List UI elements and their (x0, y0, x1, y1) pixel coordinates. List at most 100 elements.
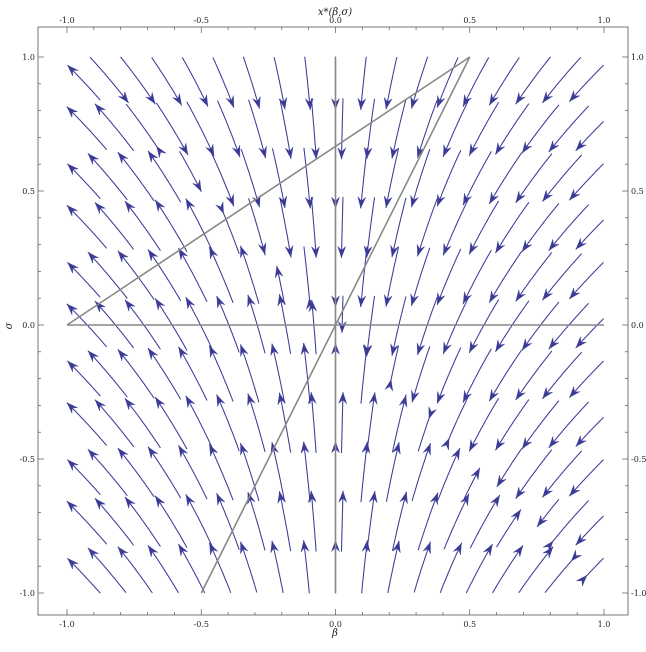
stream-arrow (483, 543, 493, 556)
stream-arrow (361, 441, 371, 454)
streamline (436, 248, 462, 306)
stream-arrow (66, 205, 78, 217)
streamline (240, 149, 260, 208)
streamline (67, 262, 101, 298)
stream-arrow (462, 390, 472, 403)
streamline (178, 543, 206, 594)
streamline (391, 197, 407, 258)
stream-arrow (240, 442, 249, 456)
stream-arrow (66, 303, 78, 315)
streamline (310, 196, 317, 258)
streamline (247, 294, 266, 354)
streamline (154, 199, 188, 252)
stream-arrow (392, 540, 401, 553)
y-tick-label-left: -1.0 (20, 589, 35, 598)
streamline (411, 442, 431, 502)
stream-arrow (548, 337, 560, 350)
stream-arrow (240, 541, 249, 554)
streamline (117, 546, 153, 594)
stream-arrow (117, 250, 129, 263)
streamline (124, 496, 161, 547)
stream-arrow (94, 399, 106, 411)
stream-arrow (542, 546, 554, 559)
streamline (303, 540, 310, 594)
stream-arrow (392, 442, 401, 455)
streamline (271, 343, 286, 404)
streamline (417, 198, 438, 257)
stream-arrow (462, 291, 472, 305)
stream-arrow (199, 94, 209, 107)
streamline (542, 56, 582, 104)
stream-arrow (521, 437, 532, 450)
streamline (181, 57, 209, 107)
stream-arrow (542, 288, 553, 301)
streamline (208, 443, 234, 501)
stream-arrow (278, 195, 287, 209)
stream-arrow (569, 90, 580, 102)
streamline (271, 148, 286, 209)
stream-arrow (209, 246, 218, 259)
streamline (271, 540, 284, 594)
stream-arrow (124, 398, 136, 410)
streamline (117, 349, 155, 399)
streamline (209, 150, 235, 207)
stream-arrow (515, 191, 526, 203)
streamline (569, 163, 604, 201)
streamline (212, 57, 235, 108)
stream-arrow (178, 543, 188, 556)
stream-arrow (209, 443, 218, 457)
axis-ticks: -1.0 -1.0 -0.5 -0.5 0.0 0.0 0.5 0.5 1.0 1.0 -1.0 -0… (20, 16, 646, 629)
x-tick-label-bottom: 1.0 (598, 620, 611, 629)
stream-arrow (496, 475, 507, 488)
stream-arrow (569, 484, 580, 497)
streamline (436, 347, 462, 404)
streamline (385, 246, 400, 307)
streamline (521, 301, 560, 351)
reference-line-upper-boundary (66, 56, 471, 326)
y-tick-label-right: -0.5 (631, 455, 646, 464)
stream-arrow (443, 144, 452, 157)
streamline (465, 543, 493, 594)
streamline (216, 493, 240, 550)
stream-arrow (87, 350, 99, 362)
streamline (518, 546, 554, 594)
streamline (310, 98, 317, 160)
y-tick-label-right: 0.0 (631, 321, 644, 330)
streamline (279, 197, 292, 258)
streamline (303, 147, 311, 209)
stream-arrow (209, 345, 218, 358)
streamline (67, 360, 101, 397)
streamline (462, 151, 492, 206)
streamline (340, 98, 344, 160)
stream-arrow (576, 574, 588, 587)
streamline (240, 442, 260, 502)
stream-arrow (118, 91, 129, 104)
stream-arrow (232, 145, 241, 158)
streamline (178, 247, 208, 303)
streamline (548, 204, 589, 251)
streamline (304, 56, 311, 110)
x-tick-label-top: -0.5 (194, 16, 209, 25)
streamline (279, 98, 292, 159)
streamline (360, 147, 368, 209)
streamline (391, 394, 407, 453)
stream-arrow (216, 493, 226, 506)
streamline (151, 57, 183, 106)
stream-arrow (542, 91, 553, 104)
streamline (271, 442, 286, 502)
stream-arrow (575, 139, 587, 151)
streamline (66, 204, 107, 249)
streamline (439, 542, 463, 593)
streamline (67, 163, 101, 199)
streamline (273, 56, 286, 110)
streamline (515, 56, 551, 105)
x-tick-label-top: 0.0 (329, 16, 342, 25)
stream-arrow (240, 344, 249, 357)
y-tick-label-left: 0.0 (22, 321, 35, 330)
y-tick-label-right: -1.0 (631, 589, 646, 598)
stream-arrow (311, 245, 320, 258)
streamline (442, 298, 469, 355)
streamline (117, 250, 155, 300)
stream-arrow (495, 339, 505, 352)
stream-arrow (240, 245, 249, 258)
